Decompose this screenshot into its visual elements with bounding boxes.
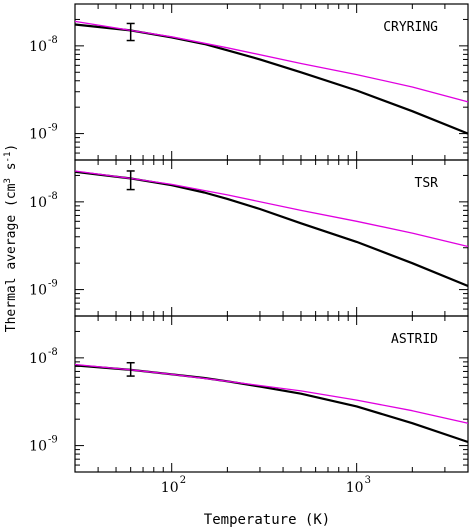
y-label-superscript: -1 (3, 152, 13, 163)
y-tick-base: 10 (29, 283, 47, 299)
y-tick-label: 10 (29, 39, 47, 55)
y-label-part: s (4, 162, 19, 178)
y-label-part: ) (4, 144, 19, 152)
y-tick-base: 10 (29, 195, 47, 211)
x-tick-labels: 10 2 10 3 (161, 475, 371, 496)
x-tick-label: 10 (346, 480, 364, 496)
y-tick-label: 10 (29, 283, 47, 299)
x-tick-exponent: 2 (180, 475, 186, 486)
panel-label: TSR (415, 176, 439, 191)
y-tick-exponent: -9 (48, 123, 58, 134)
y-tick-exponent: -8 (48, 191, 58, 202)
y-tick-base: 10 (29, 351, 47, 367)
y-tick-exponent: -8 (48, 347, 58, 358)
y-tick-exponent: -9 (48, 279, 58, 290)
y-label-superscript: 3 (3, 178, 13, 183)
y-tick-base: 10 (29, 439, 47, 455)
series-line-magenta (74, 20, 469, 103)
y-label-part: Thermal average (cm (4, 183, 19, 332)
panel-label: ASTRID (391, 332, 438, 347)
panel-label: CRYRING (383, 20, 438, 35)
y-tick-base: 10 (29, 39, 47, 55)
y-tick-exponent: -9 (48, 435, 58, 446)
panel-frame (74, 159, 469, 317)
y-tick-label: 10 (29, 195, 47, 211)
x-axis-label: Temperature (K) (204, 512, 330, 527)
y-tick-exponent: -8 (48, 35, 58, 46)
y-tick-label: 10 (29, 439, 47, 455)
panel-frame (74, 315, 469, 473)
series-line-magenta (74, 170, 469, 248)
y-axis-label: Thermal average (cm3 s-1) (3, 144, 19, 332)
x-tick-label: 10 (161, 480, 179, 496)
y-tick-base: 10 (29, 127, 47, 143)
y-axis-label-text: Thermal average (cm3 s-1) (3, 144, 19, 332)
series-line-black (74, 364, 469, 444)
x-tick-exponent: 3 (365, 475, 371, 486)
y-tick-label: 10 (29, 127, 47, 143)
y-tick-label: 10 (29, 351, 47, 367)
series-line-magenta (74, 363, 469, 424)
